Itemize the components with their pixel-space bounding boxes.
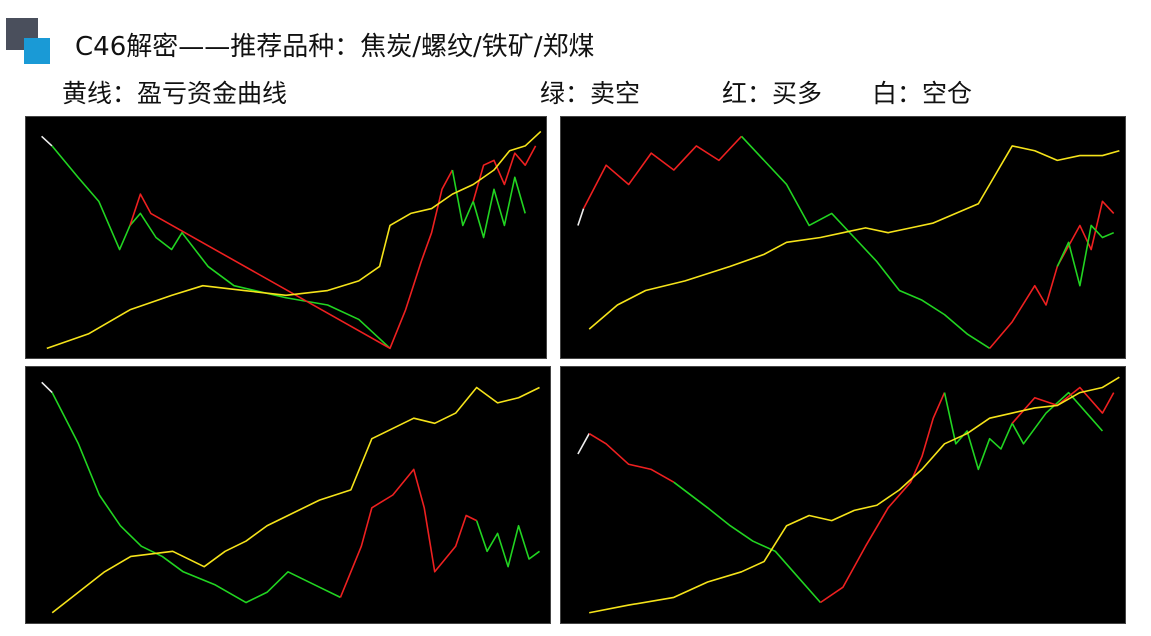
legend-green: 绿：卖空 bbox=[540, 79, 641, 108]
chart-image bbox=[26, 367, 550, 623]
price-curve bbox=[477, 521, 540, 567]
price-curve bbox=[589, 146, 1119, 329]
price-curve bbox=[589, 377, 1119, 613]
legend-yellow: 黄线：盈亏资金曲线 bbox=[62, 79, 288, 108]
legend-red: 红：买多 bbox=[722, 79, 823, 108]
price-curve bbox=[42, 136, 52, 146]
price-curve bbox=[990, 201, 1114, 348]
chart-coke bbox=[25, 116, 547, 359]
price-curve bbox=[1012, 387, 1114, 423]
price-curve bbox=[47, 131, 541, 348]
price-curve bbox=[589, 434, 674, 483]
chart-image bbox=[561, 367, 1125, 623]
price-curve bbox=[52, 146, 390, 348]
price-curve bbox=[945, 393, 1103, 470]
price-curve bbox=[741, 136, 989, 348]
price-curve bbox=[584, 136, 742, 208]
price-curve bbox=[130, 170, 452, 348]
price-curve bbox=[52, 393, 340, 603]
price-curve bbox=[340, 469, 476, 597]
price-curve bbox=[674, 482, 821, 602]
price-curve bbox=[473, 146, 535, 201]
chart-thermalcoal bbox=[560, 366, 1126, 624]
price-curve bbox=[42, 382, 52, 392]
price-curve bbox=[52, 387, 539, 612]
price-curve bbox=[578, 434, 589, 454]
chart-rebar bbox=[560, 116, 1126, 359]
price-curve bbox=[1057, 225, 1113, 285]
legend-white: 白：空仓 bbox=[872, 79, 973, 108]
chart-image bbox=[26, 117, 546, 358]
logo-blue bbox=[24, 38, 50, 64]
chart-ironore bbox=[25, 366, 551, 624]
price-curve bbox=[820, 393, 944, 603]
title: C46解密——推荐品种：焦炭/螺纹/铁矿/郑煤 bbox=[75, 32, 595, 62]
chart-image bbox=[561, 117, 1125, 358]
price-curve bbox=[452, 170, 525, 237]
price-curve bbox=[578, 209, 584, 226]
